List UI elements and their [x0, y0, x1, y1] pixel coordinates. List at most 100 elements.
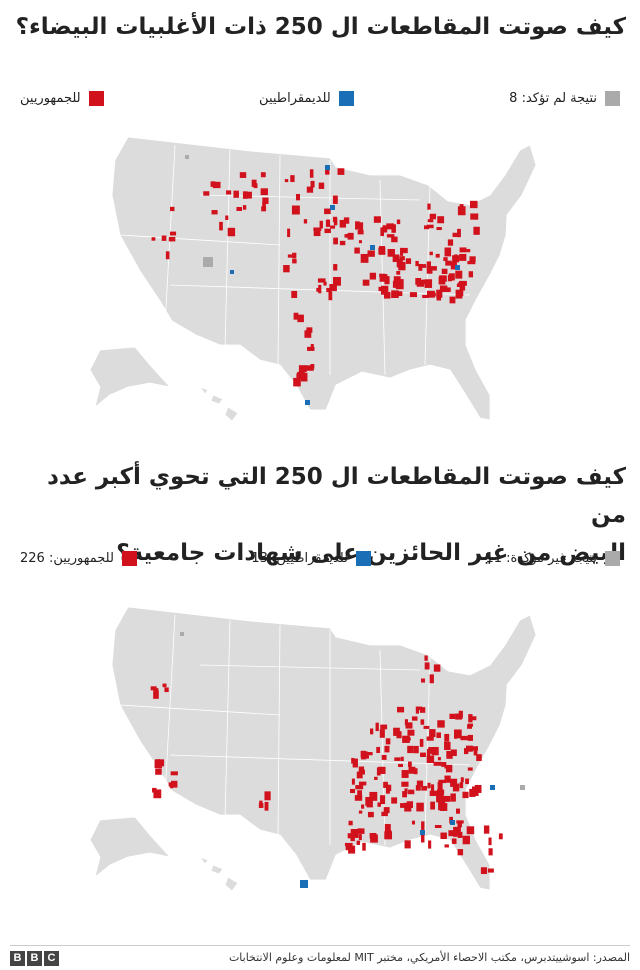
legend-label: للجمهوريين — [20, 90, 81, 106]
county — [185, 155, 189, 159]
county — [168, 236, 176, 242]
county — [180, 632, 184, 636]
county — [430, 784, 435, 793]
county — [429, 251, 433, 256]
county — [455, 713, 462, 720]
county — [433, 761, 442, 766]
county — [306, 365, 314, 371]
county — [441, 268, 448, 275]
county — [369, 272, 377, 280]
county — [409, 292, 417, 298]
county — [367, 752, 373, 756]
county — [460, 735, 468, 741]
county — [465, 745, 473, 752]
county — [169, 231, 177, 236]
county — [448, 830, 455, 837]
county — [253, 183, 258, 189]
county — [476, 754, 482, 761]
county — [426, 261, 432, 270]
county — [227, 227, 236, 237]
county — [443, 257, 448, 262]
county — [297, 371, 305, 380]
county — [260, 172, 266, 178]
county — [455, 270, 463, 279]
county — [226, 190, 232, 195]
county — [399, 256, 405, 261]
county — [383, 807, 390, 814]
county — [472, 789, 479, 796]
county — [439, 285, 448, 292]
county — [456, 808, 460, 814]
county — [424, 225, 430, 230]
county — [304, 330, 312, 338]
county — [474, 784, 482, 793]
county — [422, 279, 426, 285]
legend: نتيجة غير مؤكدة: 11 للديمقراطيين: 13 للجمه… — [20, 548, 620, 568]
county — [454, 735, 458, 739]
county — [373, 216, 381, 223]
county — [323, 281, 327, 286]
county — [424, 279, 433, 288]
county — [298, 365, 307, 373]
county — [365, 796, 370, 806]
county — [413, 768, 418, 775]
county — [429, 213, 437, 220]
county — [466, 826, 475, 835]
county — [421, 821, 425, 830]
county — [358, 834, 362, 841]
county — [360, 253, 369, 263]
county — [467, 724, 472, 729]
county — [211, 210, 218, 215]
county — [347, 232, 354, 240]
county — [408, 766, 416, 774]
county — [452, 255, 460, 263]
land — [198, 386, 239, 422]
county — [415, 785, 421, 791]
county — [350, 837, 355, 842]
county — [370, 834, 378, 843]
county — [261, 206, 267, 212]
county — [444, 733, 450, 742]
county — [296, 373, 300, 380]
county — [402, 735, 410, 743]
county — [457, 849, 464, 856]
county — [455, 265, 460, 270]
state-border — [119, 704, 281, 716]
county — [420, 752, 426, 758]
county — [447, 239, 454, 246]
county — [355, 221, 360, 230]
county — [418, 263, 423, 271]
county — [358, 222, 364, 231]
county — [451, 838, 457, 844]
county — [392, 280, 398, 288]
county — [419, 738, 424, 747]
legend-swatch — [121, 550, 137, 566]
county — [396, 261, 403, 268]
county — [239, 172, 247, 178]
map1-title: كيف صوتت المقاطعات ال 250 ذات الأغلبيات … — [15, 14, 626, 40]
county — [396, 219, 401, 225]
county — [450, 749, 457, 757]
county — [452, 830, 458, 837]
county — [459, 280, 467, 286]
county — [416, 279, 425, 287]
county — [405, 722, 413, 729]
county — [382, 225, 388, 233]
county — [422, 294, 430, 299]
logo-letter: B — [10, 951, 25, 966]
county — [161, 235, 167, 241]
county — [384, 824, 391, 832]
county — [467, 260, 476, 265]
county — [404, 788, 408, 794]
county — [358, 781, 367, 786]
county — [452, 783, 460, 792]
county — [344, 842, 350, 847]
county — [459, 253, 467, 261]
state-border — [224, 149, 231, 351]
county — [402, 247, 408, 254]
legend-item: نتيجة غير مؤكدة: 11 — [485, 548, 620, 568]
county — [380, 227, 385, 237]
county — [462, 835, 470, 845]
county — [385, 738, 391, 745]
county — [457, 823, 462, 828]
